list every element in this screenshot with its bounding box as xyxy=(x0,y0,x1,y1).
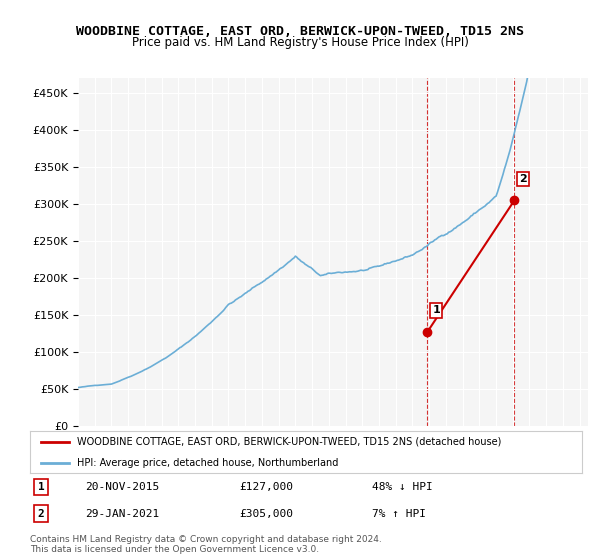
Text: 1: 1 xyxy=(433,305,440,315)
Text: Contains HM Land Registry data © Crown copyright and database right 2024.
This d: Contains HM Land Registry data © Crown c… xyxy=(30,535,382,554)
Text: 1: 1 xyxy=(38,482,44,492)
Text: HPI: Average price, detached house, Northumberland: HPI: Average price, detached house, Nort… xyxy=(77,458,338,468)
Text: 2: 2 xyxy=(38,509,44,519)
Text: £127,000: £127,000 xyxy=(240,482,294,492)
Text: 20-NOV-2015: 20-NOV-2015 xyxy=(85,482,160,492)
Text: WOODBINE COTTAGE, EAST ORD, BERWICK-UPON-TWEED, TD15 2NS: WOODBINE COTTAGE, EAST ORD, BERWICK-UPON… xyxy=(76,25,524,38)
Text: 29-JAN-2021: 29-JAN-2021 xyxy=(85,509,160,519)
Text: WOODBINE COTTAGE, EAST ORD, BERWICK-UPON-TWEED, TD15 2NS (detached house): WOODBINE COTTAGE, EAST ORD, BERWICK-UPON… xyxy=(77,437,501,447)
Text: Price paid vs. HM Land Registry's House Price Index (HPI): Price paid vs. HM Land Registry's House … xyxy=(131,36,469,49)
Text: £305,000: £305,000 xyxy=(240,509,294,519)
Text: 2: 2 xyxy=(520,174,527,184)
Text: 48% ↓ HPI: 48% ↓ HPI xyxy=(372,482,433,492)
Text: 7% ↑ HPI: 7% ↑ HPI xyxy=(372,509,426,519)
